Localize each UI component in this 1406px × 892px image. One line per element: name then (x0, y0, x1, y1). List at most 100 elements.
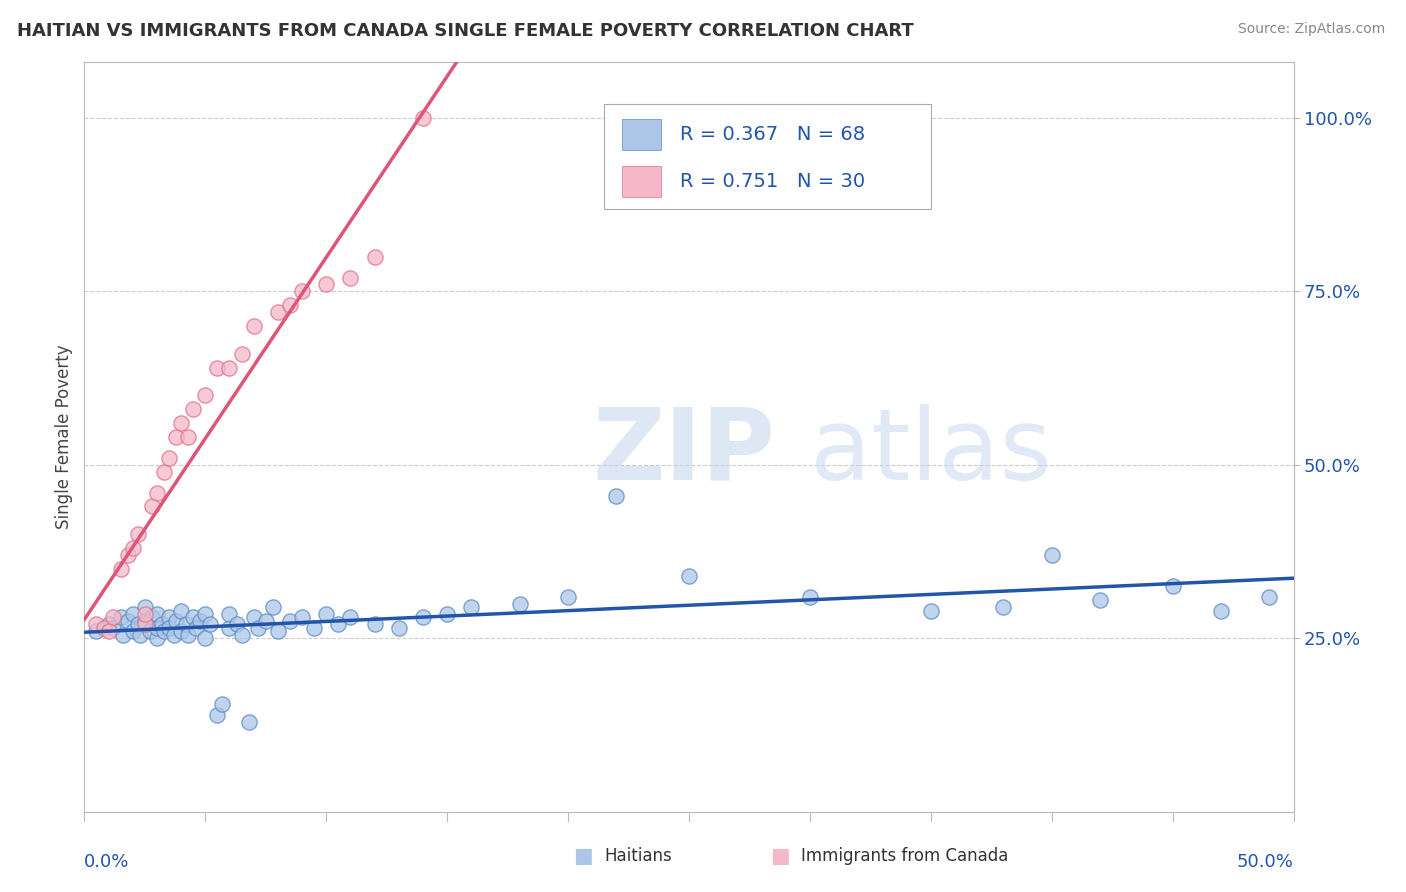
Point (103, 621, 125, 635)
Point (1088, 593, 1111, 607)
Point (103, 610, 125, 624)
Point (153, 624, 176, 639)
Text: ZIP: ZIP (592, 403, 775, 500)
Text: Source: ZipAtlas.com: Source: ZipAtlas.com (1237, 22, 1385, 37)
Point (207, 360, 229, 375)
Point (678, 569, 700, 583)
Point (242, 610, 264, 624)
Point (170, 624, 193, 639)
Point (157, 610, 180, 624)
FancyBboxPatch shape (623, 166, 661, 197)
Point (460, 600, 482, 615)
Point (184, 621, 207, 635)
Point (1161, 579, 1184, 593)
Point (134, 607, 156, 621)
Point (190, 614, 212, 628)
Point (110, 562, 132, 576)
Point (174, 617, 197, 632)
Point (165, 614, 187, 628)
Point (110, 610, 132, 624)
Point (157, 450, 180, 465)
Point (231, 347, 253, 361)
Point (291, 610, 314, 624)
Point (117, 614, 139, 628)
Point (278, 298, 301, 312)
Point (138, 624, 160, 639)
Point (170, 603, 193, 617)
Point (134, 614, 156, 628)
Point (218, 607, 240, 621)
Point (339, 270, 361, 285)
Text: 0.0%: 0.0% (84, 853, 129, 871)
Point (231, 628, 253, 642)
Point (127, 527, 149, 541)
Point (177, 628, 200, 642)
Point (141, 500, 163, 514)
Text: 50.0%: 50.0% (1237, 853, 1294, 871)
Point (146, 607, 169, 621)
Point (278, 614, 301, 628)
Point (117, 548, 139, 562)
Point (86, 624, 108, 639)
Point (93, 621, 115, 635)
Point (97, 617, 120, 632)
Point (254, 614, 277, 628)
Point (146, 485, 169, 500)
Point (153, 465, 176, 479)
FancyBboxPatch shape (623, 119, 661, 150)
Text: R = 0.751   N = 30: R = 0.751 N = 30 (681, 172, 866, 191)
Point (242, 319, 264, 334)
Point (302, 621, 325, 635)
Text: ■: ■ (574, 847, 593, 866)
Point (225, 617, 247, 632)
Point (150, 617, 173, 632)
Text: R = 0.367   N = 68: R = 0.367 N = 68 (681, 125, 866, 144)
Point (412, 111, 434, 125)
Point (339, 610, 361, 624)
Point (165, 430, 187, 444)
Point (129, 628, 152, 642)
Point (557, 590, 579, 604)
Text: atlas: atlas (810, 403, 1052, 500)
FancyBboxPatch shape (605, 103, 931, 209)
Point (121, 607, 143, 621)
Point (436, 607, 458, 621)
Point (86, 617, 108, 632)
Point (315, 277, 337, 292)
Point (315, 607, 337, 621)
Point (121, 624, 143, 639)
Point (218, 360, 240, 375)
Point (146, 632, 169, 646)
Point (177, 430, 200, 444)
Point (1258, 590, 1281, 604)
Point (605, 489, 627, 503)
Text: Immigrants from Canada: Immigrants from Canada (801, 847, 1008, 865)
Point (412, 610, 434, 624)
Point (267, 305, 290, 319)
Point (1040, 548, 1063, 562)
Point (363, 250, 385, 264)
Y-axis label: Single Female Poverty: Single Female Poverty (55, 345, 73, 529)
Point (328, 617, 350, 632)
Point (799, 590, 821, 604)
Point (146, 621, 169, 635)
Point (920, 603, 942, 617)
Point (238, 714, 260, 729)
Point (127, 617, 149, 632)
Point (194, 607, 217, 621)
Text: ■: ■ (770, 847, 790, 866)
Point (363, 617, 385, 632)
Point (388, 621, 411, 635)
Point (134, 617, 156, 632)
Point (198, 617, 221, 632)
Point (1209, 603, 1232, 617)
Point (170, 416, 193, 430)
Point (262, 600, 284, 615)
Point (121, 541, 143, 555)
Point (141, 610, 163, 624)
Point (218, 621, 240, 635)
Point (211, 697, 233, 711)
Point (291, 285, 314, 299)
Point (207, 707, 229, 722)
Point (509, 597, 531, 611)
